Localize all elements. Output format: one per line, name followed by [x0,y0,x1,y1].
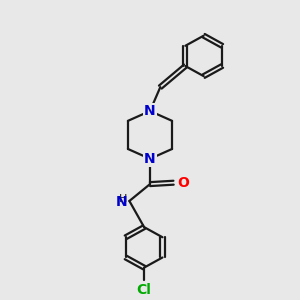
Text: N: N [116,195,127,209]
Text: N: N [144,152,156,166]
Text: Cl: Cl [137,283,152,297]
Text: N: N [144,104,156,118]
Text: O: O [177,176,189,190]
Text: H: H [119,194,127,204]
